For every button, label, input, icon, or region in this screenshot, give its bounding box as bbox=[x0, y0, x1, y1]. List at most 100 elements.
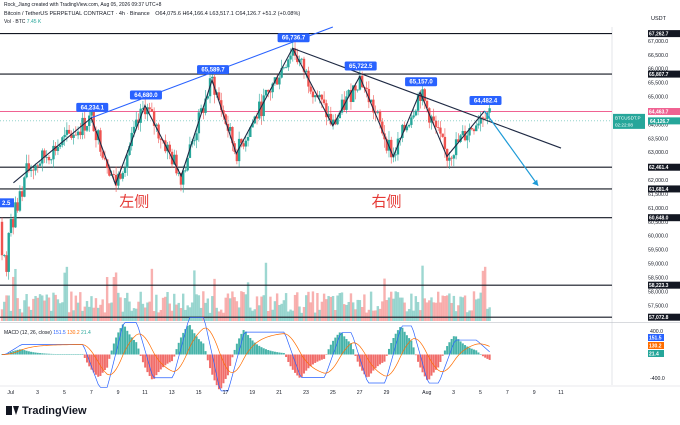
macd-histogram-bar bbox=[211, 354, 214, 375]
macd-histogram-bar bbox=[338, 332, 341, 355]
macd-histogram-bar bbox=[193, 333, 196, 355]
candle-body bbox=[481, 117, 485, 119]
falling-trendline bbox=[292, 47, 562, 149]
price-tick-label: 66,500.0 bbox=[648, 53, 668, 59]
macd-histogram-bar bbox=[349, 343, 352, 355]
volume-bar bbox=[293, 294, 297, 321]
macd-histogram-bar bbox=[50, 353, 53, 355]
peak-label: 64,234.1 bbox=[81, 105, 105, 111]
macd-tick-label: 400.0 bbox=[650, 329, 663, 335]
macd-histogram-bar bbox=[213, 354, 216, 381]
volume-bar bbox=[405, 311, 409, 321]
volume-bar bbox=[264, 262, 268, 321]
volume-bar bbox=[159, 309, 163, 321]
macd-histogram-bar bbox=[249, 337, 252, 355]
macd-histogram-bar bbox=[302, 354, 305, 374]
candle-body bbox=[47, 156, 51, 161]
candle-body bbox=[52, 145, 55, 160]
price-level-label: 57,072.8 bbox=[649, 315, 669, 321]
volume-bar bbox=[347, 301, 350, 321]
volume-bar bbox=[296, 292, 299, 321]
volume-bar bbox=[181, 293, 185, 321]
macd-histogram-bar bbox=[83, 354, 86, 358]
macd-histogram-bar bbox=[200, 341, 203, 355]
macd-histogram-bar bbox=[457, 339, 460, 355]
candle-body bbox=[356, 89, 359, 91]
volume-bar bbox=[376, 306, 380, 321]
macd-histogram-bar bbox=[285, 354, 288, 358]
volume-bar bbox=[349, 293, 353, 321]
volume-bar bbox=[132, 308, 136, 321]
macd-histogram-bar bbox=[222, 354, 225, 384]
candle-body bbox=[7, 232, 10, 272]
volume-bar bbox=[135, 308, 138, 321]
price-level-tag bbox=[648, 185, 680, 193]
volume-bar bbox=[150, 268, 154, 321]
volume-bar bbox=[226, 293, 230, 321]
volume-bar bbox=[58, 303, 62, 321]
price-level-tag bbox=[648, 70, 680, 78]
macd-histogram-bar bbox=[132, 339, 135, 355]
candle-body bbox=[351, 85, 355, 102]
current-symbol-label: BTCUSDT.P bbox=[615, 115, 641, 120]
macd-histogram-bar bbox=[25, 350, 28, 355]
volume-bar bbox=[197, 295, 201, 321]
volume-bar bbox=[412, 310, 415, 321]
candle-body bbox=[439, 127, 442, 134]
volume-bar bbox=[164, 296, 167, 321]
macd-histogram-bar bbox=[135, 342, 138, 355]
macd-histogram-bar bbox=[316, 354, 319, 362]
macd-histogram-bar bbox=[188, 325, 191, 355]
price-tick-label: 61,500.0 bbox=[648, 192, 668, 198]
volume-bar bbox=[79, 292, 82, 321]
volume-bar bbox=[463, 295, 467, 321]
volume-bar bbox=[466, 312, 469, 321]
volume-bar bbox=[374, 310, 377, 321]
time-tick-label: 13 bbox=[169, 390, 175, 396]
candle-body bbox=[193, 140, 196, 142]
macd-histogram-bar bbox=[470, 348, 473, 355]
candle-body bbox=[20, 191, 24, 197]
volume-bar bbox=[186, 305, 189, 321]
candle-body bbox=[407, 124, 411, 127]
volume-bar bbox=[99, 304, 102, 321]
volume-bar bbox=[146, 302, 149, 321]
macd-histogram-bar bbox=[253, 342, 256, 355]
macd-histogram-bar bbox=[477, 352, 480, 355]
volume-bar bbox=[255, 296, 259, 321]
macd-histogram-bar bbox=[36, 352, 39, 355]
macd-legend: MACD (12, 26, close) 151.5 130.2 21.4 bbox=[4, 330, 91, 336]
macd-histogram-bar bbox=[320, 354, 323, 360]
macd-histogram-bar bbox=[77, 354, 80, 355]
candle-body bbox=[466, 135, 469, 141]
tradingview-branding[interactable]: TradingView bbox=[6, 405, 87, 417]
projection-arrowhead bbox=[532, 179, 539, 186]
macd-histogram-bar bbox=[385, 354, 388, 356]
candle-body bbox=[217, 92, 221, 101]
macd-histogram-bar bbox=[106, 354, 109, 368]
macd-histogram-bar bbox=[251, 340, 254, 355]
time-tick-label: 23 bbox=[303, 390, 309, 396]
volume-bar bbox=[340, 292, 344, 321]
candle-body bbox=[5, 255, 8, 272]
macd-value-3: 21.4 bbox=[81, 330, 91, 336]
volume-bar bbox=[190, 302, 194, 321]
candle-body bbox=[211, 76, 214, 79]
symbol-title[interactable]: Bitcoin / TetherUS PERPETUAL CONTRACT · … bbox=[4, 11, 150, 17]
volume-bar bbox=[38, 294, 42, 321]
volume-bar bbox=[325, 299, 328, 321]
macd-histogram-bar bbox=[336, 334, 339, 355]
macd-histogram-bar bbox=[347, 341, 350, 355]
price-tick-label: 61,000.0 bbox=[648, 206, 668, 212]
macd-histogram-bar bbox=[21, 349, 24, 355]
candle-body bbox=[412, 115, 415, 118]
candle-body bbox=[45, 156, 48, 158]
macd-histogram-bar bbox=[247, 335, 250, 355]
macd-histogram-bar bbox=[92, 354, 95, 373]
volume-bar bbox=[213, 278, 216, 321]
volume-bar bbox=[360, 307, 364, 321]
macd-histogram-bar bbox=[414, 354, 417, 356]
volume-bar bbox=[372, 310, 375, 321]
time-tick-label: 9 bbox=[117, 390, 120, 396]
